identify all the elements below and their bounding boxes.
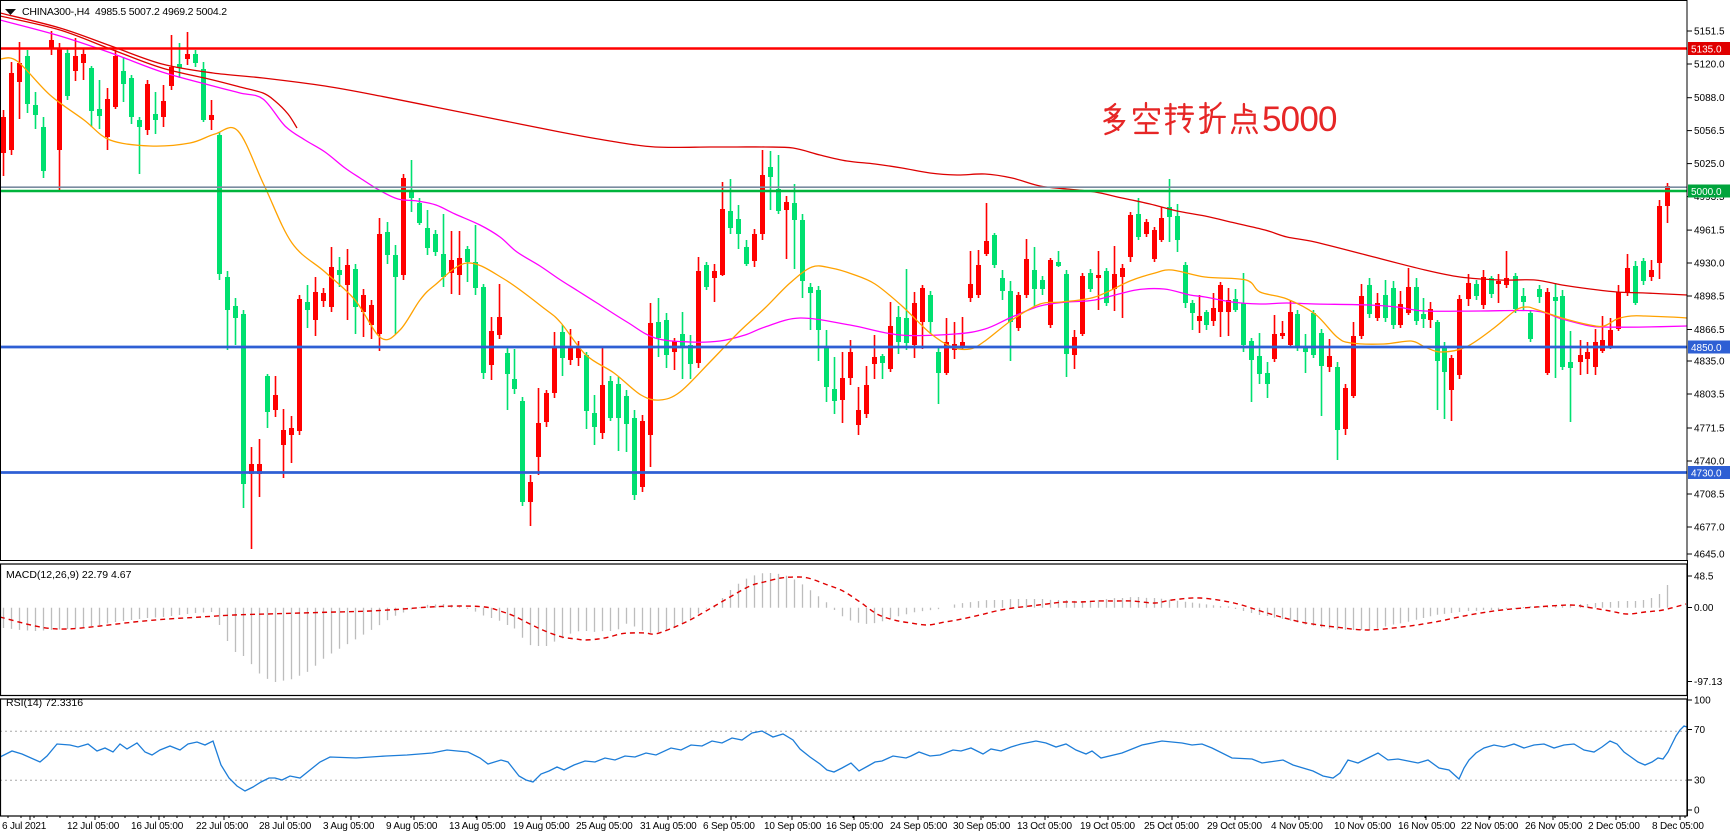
svg-text:12 Jul 05:00: 12 Jul 05:00: [67, 821, 120, 832]
svg-text:5025.0: 5025.0: [1694, 159, 1725, 170]
svg-text:4 Nov 05:00: 4 Nov 05:00: [1271, 821, 1323, 832]
svg-text:100: 100: [1694, 696, 1711, 707]
svg-text:5056.5: 5056.5: [1694, 126, 1725, 137]
svg-text:30 Sep 05:00: 30 Sep 05:00: [953, 821, 1011, 832]
svg-text:28 Jul 05:00: 28 Jul 05:00: [259, 821, 312, 832]
svg-text:5120.0: 5120.0: [1694, 60, 1725, 71]
svg-text:22 Jul 05:00: 22 Jul 05:00: [196, 821, 249, 832]
svg-text:26 Nov 05:00: 26 Nov 05:00: [1525, 821, 1583, 832]
svg-text:16 Nov 05:00: 16 Nov 05:00: [1398, 821, 1456, 832]
svg-text:19 Aug 05:00: 19 Aug 05:00: [513, 821, 570, 832]
svg-text:24 Sep 05:00: 24 Sep 05:00: [890, 821, 948, 832]
svg-text:16 Sep 05:00: 16 Sep 05:00: [826, 821, 884, 832]
svg-text:22 Nov 05:00: 22 Nov 05:00: [1461, 821, 1519, 832]
svg-text:4740.0: 4740.0: [1694, 457, 1725, 468]
svg-text:10 Sep 05:00: 10 Sep 05:00: [764, 821, 822, 832]
svg-text:-97.13: -97.13: [1694, 677, 1723, 688]
svg-text:4898.5: 4898.5: [1694, 292, 1725, 303]
svg-text:5151.5: 5151.5: [1694, 27, 1725, 38]
svg-text:30: 30: [1694, 776, 1706, 787]
svg-text:4730.0: 4730.0: [1691, 468, 1722, 479]
svg-text:31 Aug 05:00: 31 Aug 05:00: [640, 821, 697, 832]
svg-text:0.00: 0.00: [1694, 603, 1714, 614]
svg-text:4708.5: 4708.5: [1694, 490, 1725, 501]
svg-text:4803.5: 4803.5: [1694, 390, 1725, 401]
svg-text:2 Dec 05:00: 2 Dec 05:00: [1588, 821, 1640, 832]
svg-text:4930.0: 4930.0: [1694, 259, 1725, 270]
svg-text:4961.5: 4961.5: [1694, 226, 1725, 237]
svg-text:25 Aug 05:00: 25 Aug 05:00: [576, 821, 633, 832]
svg-text:16 Jul 05:00: 16 Jul 05:00: [131, 821, 184, 832]
svg-text:5088.0: 5088.0: [1694, 93, 1725, 104]
svg-text:8 Dec 05:00: 8 Dec 05:00: [1652, 821, 1704, 832]
svg-text:4645.0: 4645.0: [1694, 550, 1725, 561]
svg-text:6 Sep 05:00: 6 Sep 05:00: [703, 821, 755, 832]
svg-text:70: 70: [1694, 725, 1706, 736]
svg-text:4866.5: 4866.5: [1694, 325, 1725, 336]
svg-text:4677.0: 4677.0: [1694, 523, 1725, 534]
svg-text:RSI(14) 72.3316: RSI(14) 72.3316: [6, 697, 83, 709]
svg-text:4835.0: 4835.0: [1694, 357, 1725, 368]
svg-text:MACD(12,26,9) 22.79 4.67: MACD(12,26,9) 22.79 4.67: [6, 569, 132, 581]
svg-text:13 Oct 05:00: 13 Oct 05:00: [1017, 821, 1072, 832]
svg-text:10 Nov 05:00: 10 Nov 05:00: [1334, 821, 1392, 832]
svg-text:0: 0: [1694, 806, 1700, 817]
svg-text:6 Jul 2021: 6 Jul 2021: [2, 821, 47, 832]
svg-text:9 Aug 05:00: 9 Aug 05:00: [386, 821, 438, 832]
svg-text:4850.0: 4850.0: [1691, 343, 1722, 354]
svg-text:48.5: 48.5: [1694, 572, 1714, 583]
svg-text:29 Oct 05:00: 29 Oct 05:00: [1207, 821, 1262, 832]
svg-text:5135.0: 5135.0: [1691, 44, 1722, 55]
svg-text:13 Aug 05:00: 13 Aug 05:00: [449, 821, 506, 832]
svg-text:5000.0: 5000.0: [1691, 187, 1722, 198]
svg-text:4771.5: 4771.5: [1694, 424, 1725, 435]
svg-text:19 Oct 05:00: 19 Oct 05:00: [1080, 821, 1135, 832]
svg-text:25 Oct 05:00: 25 Oct 05:00: [1144, 821, 1199, 832]
svg-text:5000: 5000: [1262, 100, 1337, 139]
svg-text:3 Aug 05:00: 3 Aug 05:00: [323, 821, 375, 832]
svg-text:4993.5: 4993.5: [1694, 192, 1725, 203]
svg-text:CHINA300-,H4 4985.5 5007.2 49: CHINA300-,H4 4985.5 5007.2 4969.2 5004.2: [22, 6, 227, 18]
